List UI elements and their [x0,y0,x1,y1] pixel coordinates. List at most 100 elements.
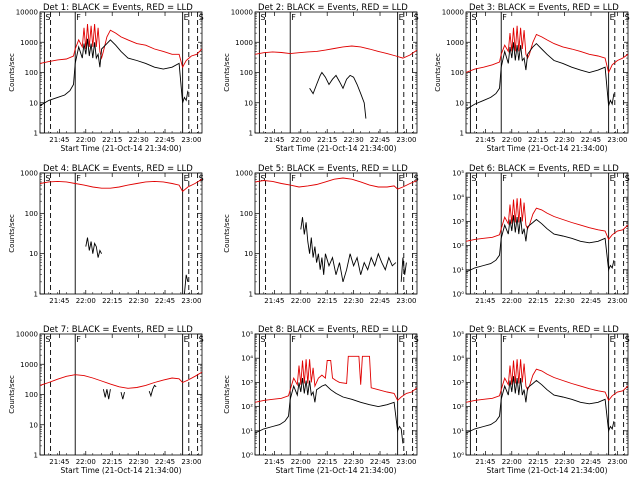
detector-panel-7: Det 7: BLACK = Events, RED = LLD 1 10 100 10… [8,325,204,475]
y-tick-label: 1000 [235,170,253,178]
plot-frame [465,333,629,456]
x-tick-label: 22:45 [581,136,601,144]
plot-frame [254,11,418,134]
y-tick-label: 1 [34,291,38,299]
panel-title: Det 8: BLACK = Events, RED = LLD [258,325,408,335]
events-series-line [120,391,125,400]
x-tick-label: 21:45 [264,297,284,305]
y-tick-label: 10¹ [452,266,464,274]
y-tick-label: 1000 [235,39,253,47]
time-marker-label: S [199,174,204,183]
detector-panel-1: Det 1: BLACK = Events, RED = LLD 1 10 100 10… [8,3,204,153]
events-series-line [466,376,615,434]
y-tick-label: 10 [244,250,253,258]
x-tick-label: 23:00 [181,458,201,466]
y-tick-label: 10 [29,250,38,258]
lld-series-line [466,25,628,74]
time-marker-label: F [76,335,81,344]
panel-title: Det 6: BLACK = Events, RED = LLD [469,164,619,174]
events-series-line [309,71,367,119]
detector-panel-4: Det 4: BLACK = Events, RED = LLD 1 10 100 10… [8,164,204,305]
time-marker-label: E [610,174,615,183]
x-tick-label: 22:15 [528,297,548,305]
time-marker-label: S [199,335,204,344]
plot-frame [465,11,629,134]
plot-frame [465,172,629,295]
events-series-line [466,42,615,110]
y-axis-label: Counts/sec [434,53,442,92]
y-tick-label: 1 [249,291,253,299]
y-tick-label: 10⁴ [241,355,253,363]
y-tick-label: 1000 [446,39,464,47]
x-tick-label: 21:45 [49,136,69,144]
lld-series-line [255,177,417,190]
x-tick-label: 22:00 [76,297,96,305]
x-tick-label: 22:45 [581,297,601,305]
y-tick-label: 100 [25,69,38,77]
detector-panel-8: Det 8: BLACK = Events, RED = LLD 10⁰ 10¹ 10… [223,325,419,475]
panel-title: Det 2: BLACK = Events, RED = LLD [258,3,408,13]
y-axis-label: Counts/sec [223,375,231,414]
x-tick-label: 22:15 [102,297,122,305]
lld-series-line [255,45,417,59]
x-tick-label: 22:00 [76,136,96,144]
events-series-line [148,384,157,398]
x-axis-label: Start Time (21-Oct-14 21:34:00) [486,144,607,153]
x-tick-label: 23:00 [181,297,201,305]
y-tick-label: 100 [25,391,38,399]
y-axis-label: Counts/sec [8,375,16,414]
detector-panel-5: Det 5: BLACK = Events, RED = LLD 1 10 100 10… [223,164,419,305]
time-marker-label: E [610,13,615,22]
plot-frame [39,172,203,295]
time-marker-label: S [414,13,419,22]
lld-series-line [466,359,628,403]
x-axis-label: Start Time (21-Oct-14 21:34:00) [60,144,181,153]
x-tick-label: 21:45 [49,458,69,466]
events-series-line [183,274,189,294]
x-tick-label: 22:15 [317,297,337,305]
y-tick-label: 10⁵ [452,331,464,339]
y-tick-label: 10³ [241,379,253,387]
y-tick-label: 100 [25,210,38,218]
y-tick-label: 10000 [16,331,38,339]
panel-title: Det 7: BLACK = Events, RED = LLD [43,325,193,335]
time-marker-label: S [414,335,419,344]
y-axis-label: Counts/sec [8,53,16,92]
y-axis-label: Counts/sec [8,214,16,253]
x-tick-label: 23:00 [607,458,627,466]
x-tick-label: 22:30 [344,458,364,466]
x-tick-label: 22:30 [129,297,149,305]
plot-frame [39,11,203,134]
plot-frame [254,172,418,295]
plot-frame [39,333,203,456]
lld-series-line [255,355,417,403]
time-marker-label: F [76,174,81,183]
x-tick-label: 23:00 [181,136,201,144]
time-marker-label: F [291,13,296,22]
x-tick-label: 22:30 [129,136,149,144]
time-marker-label: E [399,335,404,344]
y-tick-label: 10³ [452,218,464,226]
time-marker-label: S [260,174,265,183]
y-tick-label: 10 [29,421,38,429]
events-series-line [40,38,189,107]
detector-panel-6: Det 6: BLACK = Events, RED = LLD 10⁰ 10¹ 10… [452,164,629,305]
x-tick-label: 22:00 [502,136,522,144]
x-tick-label: 22:45 [155,458,175,466]
panel-title: Det 3: BLACK = Events, RED = LLD [469,3,619,13]
x-tick-label: 23:00 [607,297,627,305]
y-tick-label: 10² [241,403,253,411]
lld-series-line [466,198,628,242]
y-tick-label: 100 [451,69,464,77]
time-marker-label: F [502,335,507,344]
plot-frame [254,333,418,456]
y-tick-label: 1 [460,130,464,138]
time-marker-label: E [184,335,189,344]
time-marker-label: S [260,13,265,22]
x-tick-label: 22:00 [76,458,96,466]
x-tick-label: 21:45 [264,458,284,466]
x-tick-label: 23:00 [396,136,416,144]
x-tick-label: 22:30 [344,297,364,305]
y-axis-label: Counts/sec [223,214,231,253]
x-tick-label: 21:45 [475,297,495,305]
